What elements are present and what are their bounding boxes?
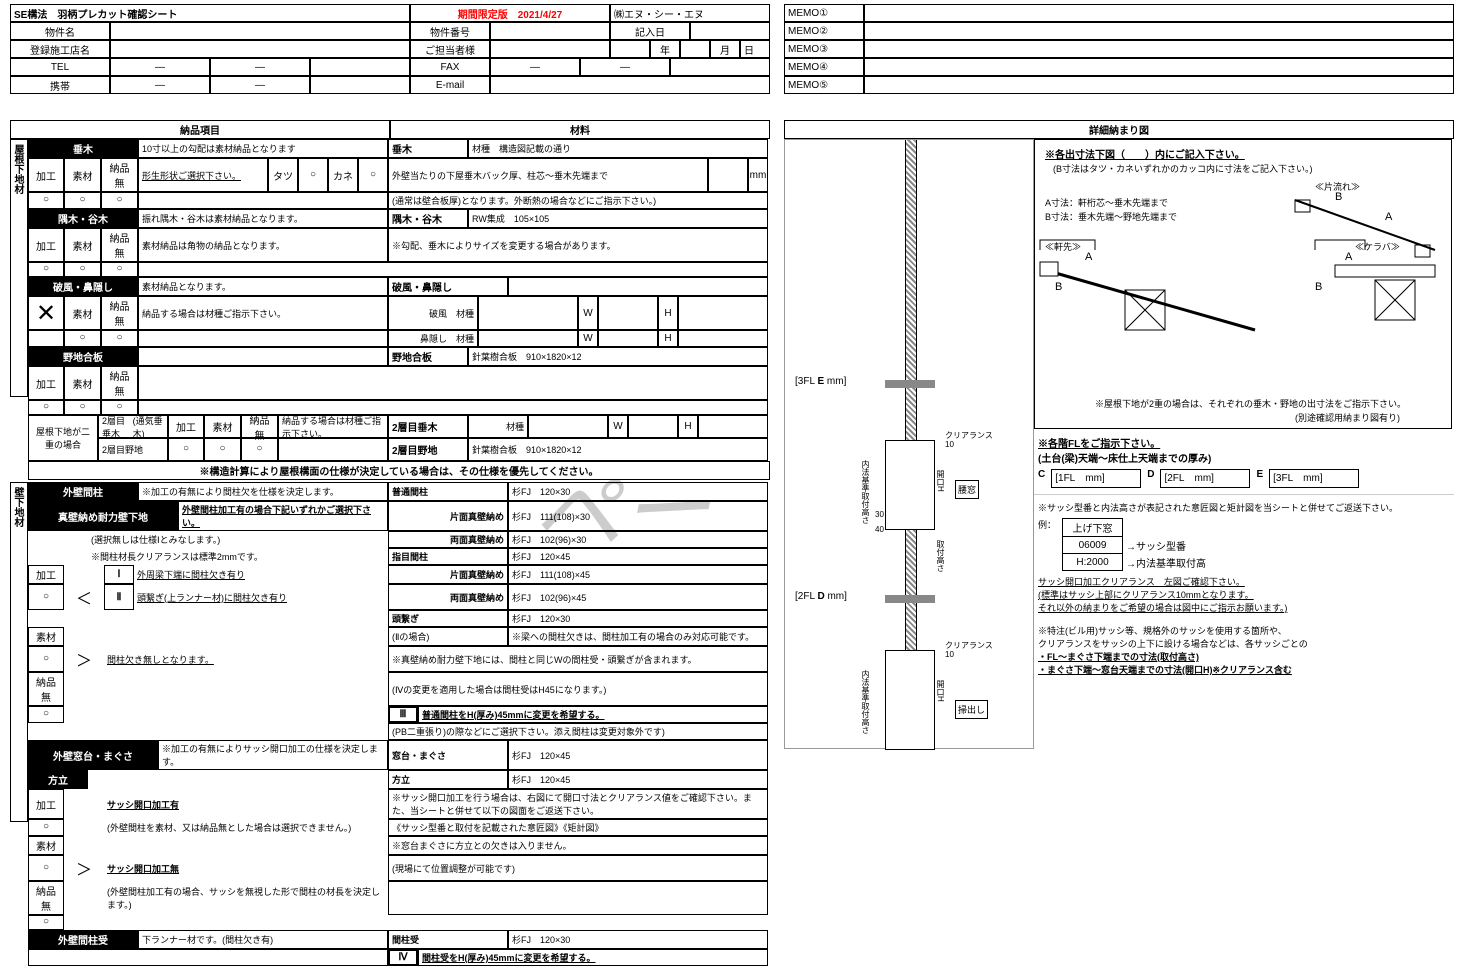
val-entrydate[interactable] bbox=[690, 22, 770, 40]
val-builder[interactable] bbox=[110, 40, 410, 58]
lbl-mobile: 携帯 bbox=[10, 76, 110, 94]
svg-text:B: B bbox=[1335, 191, 1342, 203]
lbl-propno: 物件番号 bbox=[410, 22, 490, 40]
taruki-label: 垂木 bbox=[28, 139, 138, 158]
hafu-label: 破風・鼻隠し bbox=[28, 277, 138, 296]
svg-text:B: B bbox=[1055, 281, 1062, 293]
lbl-tel: TEL bbox=[10, 58, 110, 76]
memo3: MEMO③ bbox=[784, 40, 864, 58]
memo4: MEMO④ bbox=[784, 58, 864, 76]
memo5: MEMO⑤ bbox=[784, 76, 864, 94]
memo2: MEMO② bbox=[784, 22, 864, 40]
right-column: 詳細納まり図 [3FL E mm] [2FL D mm] クリアランス 10 開… bbox=[784, 120, 1454, 749]
svg-text:A: A bbox=[1345, 251, 1353, 263]
vhead-wall: 壁下地材 bbox=[10, 482, 28, 822]
hdr-material: 材料 bbox=[390, 120, 770, 139]
lbl-month: 月 bbox=[710, 40, 740, 58]
version: 期間限定版 2021/4/27 bbox=[410, 4, 610, 22]
doc-title: SE構法 羽柄プレカット確認シート bbox=[10, 4, 410, 22]
val-propno[interactable] bbox=[490, 22, 610, 40]
val-propname[interactable] bbox=[110, 22, 410, 40]
lbl-year: 年 bbox=[650, 40, 680, 58]
roof-sketch-svg: A B A B B A bbox=[1035, 190, 1453, 400]
svg-text:A: A bbox=[1085, 251, 1093, 263]
sumiki-label: 隅木・谷木 bbox=[28, 209, 138, 228]
lbl-builder: 登録施工店名 bbox=[10, 40, 110, 58]
roof-detail-box: ※各出寸法下図（ ）内にご記入下さい。 (B寸法はタツ・カネいずれかのカッコ内に… bbox=[1034, 139, 1452, 429]
lbl-email: E-mail bbox=[410, 76, 490, 94]
hdr-detail: 詳細納まり図 bbox=[784, 120, 1454, 139]
hdr-delivery: 納品項目 bbox=[10, 120, 390, 139]
svg-text:A: A bbox=[1385, 211, 1393, 223]
lbl-entrydate: 記入日 bbox=[610, 22, 690, 40]
lbl-propname: 物件名 bbox=[10, 22, 110, 40]
memo-table: MEMO① MEMO② MEMO③ MEMO④ MEMO⑤ bbox=[784, 4, 1454, 94]
memo1: MEMO① bbox=[784, 4, 864, 22]
noji-label: 野地合板 bbox=[28, 347, 138, 366]
header-table: SE構法 羽柄プレカット確認シート 期間限定版 2021/4/27 ㈱エヌ・シー… bbox=[10, 4, 770, 94]
lbl-day: 日 bbox=[740, 40, 770, 58]
section-diagram: [3FL E mm] [2FL D mm] クリアランス 10 開口H 内法基準… bbox=[784, 139, 1034, 749]
roof-footer: ※構造計算により屋根構面の仕様が決定している場合は、その仕様を優先してください。 bbox=[28, 461, 770, 480]
lbl-fax: FAX bbox=[410, 58, 490, 76]
val-contact[interactable] bbox=[490, 40, 610, 58]
svg-text:B: B bbox=[1315, 281, 1322, 293]
left-column: 納品項目 材料 屋根下地材 垂木 10寸以上の勾配は素材納品となります 垂木 材… bbox=[10, 120, 770, 966]
lbl-contact: ご担当者様 bbox=[410, 40, 490, 58]
company: ㈱エヌ・シー・エヌ bbox=[610, 4, 770, 22]
vhead-roof: 屋根下地材 bbox=[10, 139, 28, 397]
